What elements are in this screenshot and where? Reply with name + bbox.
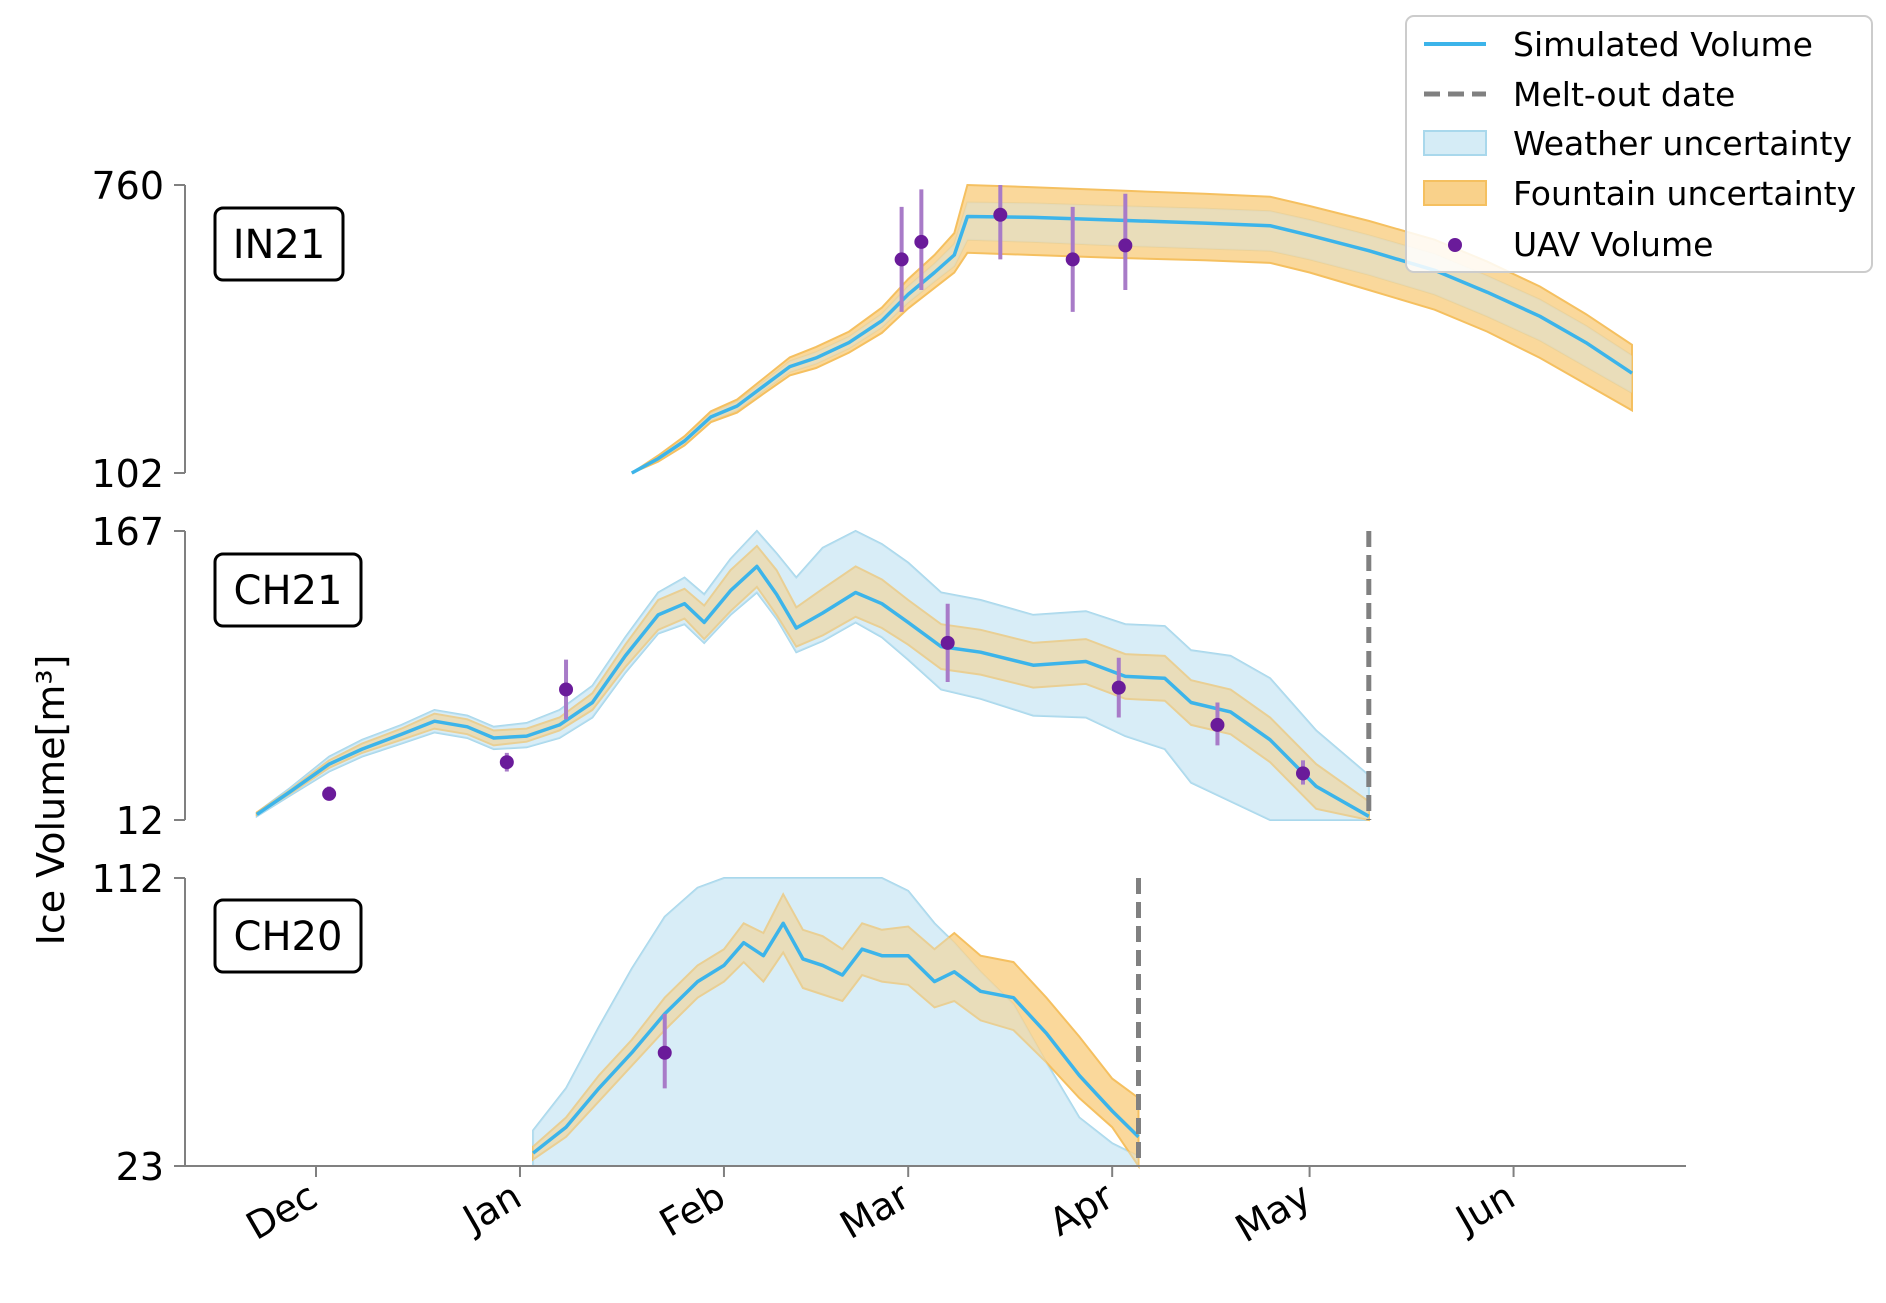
ch21-label-box xyxy=(213,552,363,628)
ch21-y-tick-label-bottom: 12 xyxy=(116,799,164,843)
in21-uav-point-3 xyxy=(1065,252,1080,267)
ch21-simulated-line xyxy=(255,564,1370,818)
legend-uav-swatch xyxy=(1448,238,1462,252)
x-tick-label-jun: Jun xyxy=(1447,1174,1522,1243)
legend-fountain-label: Fountain uncertainty xyxy=(1513,174,1856,213)
ch21-uav-point-3 xyxy=(940,635,955,650)
ch20-simulated-line xyxy=(532,921,1140,1155)
x-tick-label-mar: Mar xyxy=(833,1174,917,1248)
in21-label-box xyxy=(213,206,345,282)
in21-fountain-band xyxy=(631,183,1633,474)
legend-weather-swatch xyxy=(1423,130,1487,156)
ch20-label: CH20 xyxy=(234,914,343,960)
x-tick-label-dec: Dec xyxy=(239,1174,325,1249)
ch20-y-tick-label-top: 112 xyxy=(91,857,164,901)
legend-box xyxy=(1405,15,1873,273)
in21-y-tick-label-bottom: 102 xyxy=(91,452,164,496)
panel-in21: 760 102 IN21 xyxy=(91,164,1633,496)
in21-y-tick-label-top: 760 xyxy=(91,164,164,208)
ch20-plot xyxy=(532,877,1141,1170)
ch21-uav-point-4 xyxy=(1111,680,1126,695)
in21-plot xyxy=(630,183,1633,475)
in21-uav-point-2 xyxy=(993,207,1008,222)
x-tick-label-may: May xyxy=(1228,1174,1318,1251)
in21-label: IN21 xyxy=(233,222,326,268)
ch21-label: CH21 xyxy=(234,568,343,614)
in21-weather-overlay xyxy=(631,202,1632,473)
ch21-uav-point-6 xyxy=(1296,766,1310,781)
panel-ch20: 112 23 CH20 xyxy=(91,857,1141,1189)
ch20-weather-overlay xyxy=(533,878,1139,1166)
ch21-y-tick-label-top: 167 xyxy=(91,510,164,554)
x-tick-label-apr: Apr xyxy=(1042,1174,1121,1245)
ch20-uav-point-0 xyxy=(657,1045,672,1060)
y-axis-label: Ice Volume[m³] xyxy=(29,655,73,946)
legend: Simulated Volume Melt-out date Weather u… xyxy=(1405,15,1873,273)
legend-meltout-label: Melt-out date xyxy=(1513,75,1735,114)
in21-uav-point-0 xyxy=(894,252,909,267)
ch21-uav-point-5 xyxy=(1210,717,1225,732)
x-ticks: Dec Jan Feb Mar Apr May Jun xyxy=(239,1166,1522,1251)
ch20-label-box xyxy=(213,898,363,974)
ch21-plot xyxy=(255,529,1372,822)
x-tick-label-jan: Jan xyxy=(454,1174,528,1242)
ch21-uav-point-0 xyxy=(322,786,337,801)
legend-weather-label: Weather uncertainty xyxy=(1513,124,1852,163)
in21-uav-point-4 xyxy=(1118,238,1133,253)
in21-uav-point-1 xyxy=(914,234,929,249)
ch21-weather-overlay xyxy=(256,531,1369,820)
legend-fountain-swatch xyxy=(1423,180,1487,206)
ch21-uav-point-2 xyxy=(559,682,574,697)
ch21-uav-point-1 xyxy=(499,755,514,770)
legend-uav-label: UAV Volume xyxy=(1513,225,1713,264)
legend-simulated-label: Simulated Volume xyxy=(1513,25,1813,64)
ch20-y-tick-label-bottom: 23 xyxy=(116,1145,164,1189)
x-tick-label-feb: Feb xyxy=(652,1174,732,1246)
panel-ch21: 167 12 CH21 xyxy=(91,510,1372,843)
